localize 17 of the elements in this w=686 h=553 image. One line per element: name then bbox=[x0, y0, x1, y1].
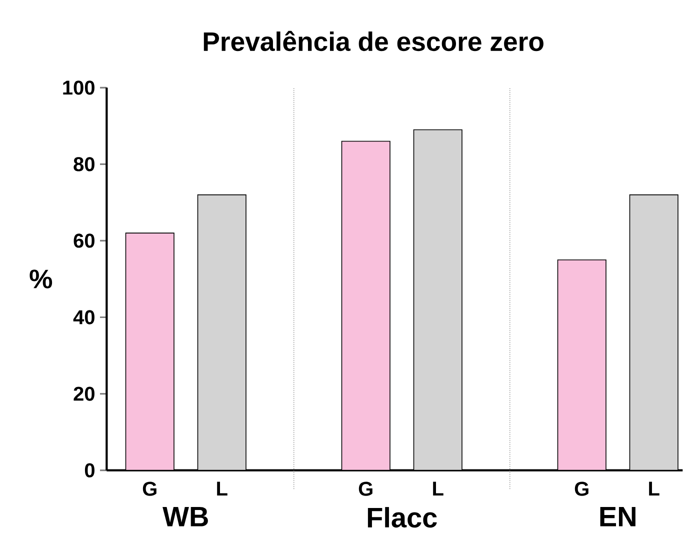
text: WB bbox=[162, 507, 208, 526]
x-tick-label: G bbox=[574, 482, 588, 496]
x-tick-label: G bbox=[142, 482, 156, 496]
x-tick-label: L bbox=[217, 482, 228, 496]
y-tick-label: 20 bbox=[74, 386, 94, 401]
y-tick-label: 80 bbox=[74, 157, 94, 172]
y-tick-label: 40 bbox=[73, 310, 94, 324]
chart-title: Prevalência de escore zero bbox=[204, 30, 544, 52]
y-axis-title: % bbox=[30, 270, 52, 288]
text: EN bbox=[600, 507, 636, 526]
text: Flacc bbox=[368, 507, 437, 528]
x-tick-label: G bbox=[358, 482, 372, 496]
x-tick-label: L bbox=[433, 482, 444, 496]
y-tick-label: 0 bbox=[84, 463, 94, 478]
x-tick-label: L bbox=[649, 482, 660, 496]
y-tick-label: 100 bbox=[63, 80, 94, 95]
y-tick-label: 60 bbox=[74, 234, 94, 248]
